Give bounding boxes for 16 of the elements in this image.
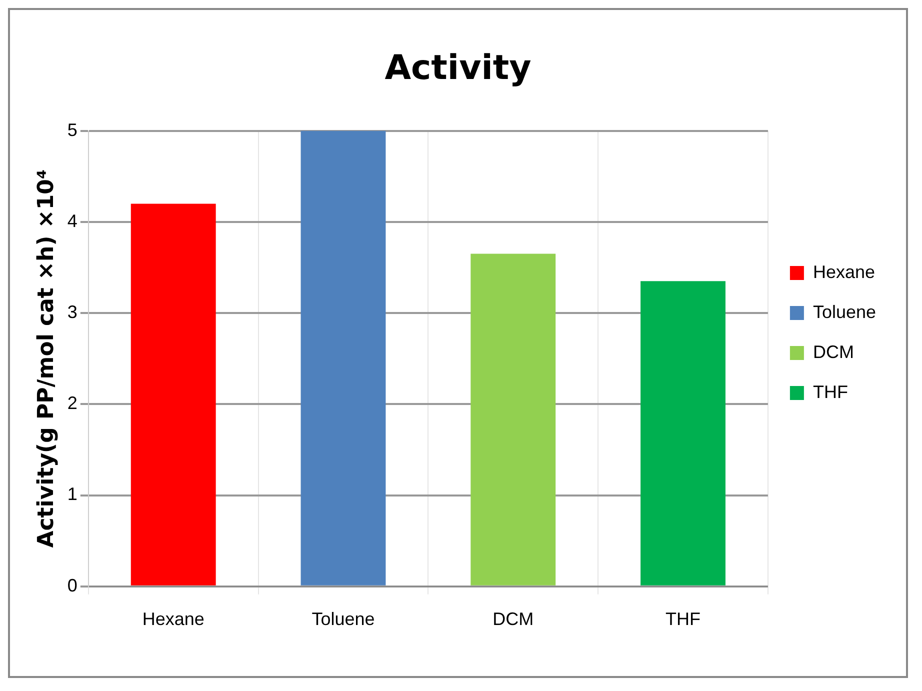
chart-title: Activity <box>384 48 532 88</box>
legend-label: Hexane <box>812 262 875 282</box>
x-tick-label: Toluene <box>312 609 375 630</box>
x-tick-label: DCM <box>492 609 534 630</box>
x-tick-label: THF <box>666 609 701 630</box>
x-tick-label: Hexane <box>142 609 204 630</box>
y-tick-label: 0 <box>67 575 78 596</box>
legend-label: Toluene <box>812 302 876 322</box>
legend-label: THF <box>812 382 848 402</box>
y-tick-label: 4 <box>67 210 78 231</box>
legend-label: DCM <box>812 342 854 362</box>
y-tick-label: 1 <box>67 484 78 504</box>
y-tick-label: 3 <box>67 302 78 322</box>
y-tick-label: 2 <box>67 393 78 414</box>
y-tick-label: 5 <box>67 120 78 140</box>
y-axis-title: Activity(g PP/mol cat ×h) ×10⁴ <box>34 169 59 548</box>
